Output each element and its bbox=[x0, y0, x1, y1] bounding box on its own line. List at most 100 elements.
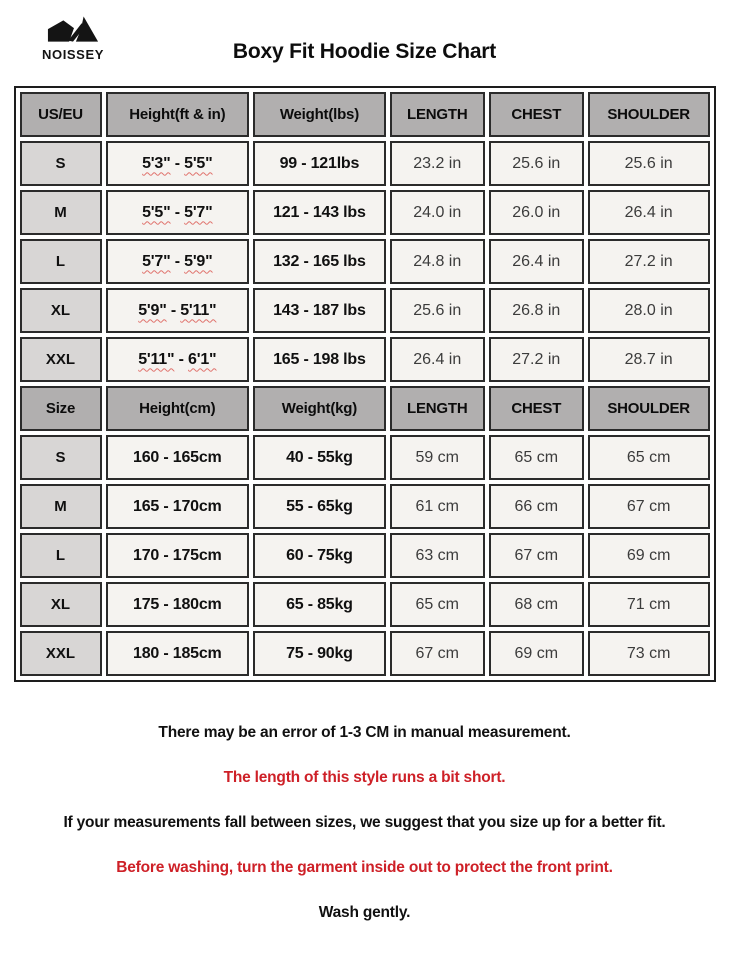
brand-name: NOISSEY bbox=[42, 47, 104, 62]
height-from: 5'7" bbox=[142, 252, 171, 270]
table-row-imperial-m: M 5'5" - 5'7" 121 - 143 lbs 24.0 in 26.0… bbox=[19, 190, 710, 235]
size-cell: M bbox=[19, 190, 102, 235]
weight-cell: 99 - 121lbs bbox=[253, 141, 386, 186]
shoulder-cell: 73 cm bbox=[587, 631, 710, 676]
header-cell-height-cm: Height(cm) bbox=[105, 386, 250, 431]
header-cell-length: LENGTH bbox=[389, 92, 485, 137]
size-cell: XXL bbox=[19, 631, 102, 676]
header-cell-length: LENGTH bbox=[389, 386, 485, 431]
brand-logo-icon bbox=[47, 16, 99, 42]
header-cell-weight-lbs: Weight(lbs) bbox=[253, 92, 386, 137]
header-cell-shoulder: SHOULDER bbox=[587, 92, 710, 137]
shoulder-cell: 71 cm bbox=[587, 582, 710, 627]
length-cell: 61 cm bbox=[389, 484, 485, 529]
table-header-metric: Size Height(cm) Weight(kg) LENGTH CHEST … bbox=[19, 386, 710, 431]
length-cell: 26.4 in bbox=[389, 337, 485, 382]
note-measurement-error: There may be an error of 1-3 CM in manua… bbox=[158, 724, 571, 741]
height-from: 5'11" bbox=[138, 350, 175, 368]
length-cell: 23.2 in bbox=[389, 141, 485, 186]
shoulder-cell: 27.2 in bbox=[587, 239, 710, 284]
height-to: 5'5" bbox=[184, 154, 213, 172]
chest-cell: 69 cm bbox=[488, 631, 584, 676]
height-cell: 5'9" - 5'11" bbox=[105, 288, 250, 333]
weight-cell: 165 - 198 lbs bbox=[253, 337, 386, 382]
length-cell: 25.6 in bbox=[389, 288, 485, 333]
shoulder-cell: 28.7 in bbox=[587, 337, 710, 382]
table-row-imperial-s: S 5'3" - 5'5" 99 - 121lbs 23.2 in 25.6 i… bbox=[19, 141, 710, 186]
weight-cell: 75 - 90kg bbox=[253, 631, 386, 676]
chest-cell: 26.8 in bbox=[488, 288, 584, 333]
length-cell: 63 cm bbox=[389, 533, 485, 578]
shoulder-cell: 67 cm bbox=[587, 484, 710, 529]
shoulder-cell: 65 cm bbox=[587, 435, 710, 480]
note-wash-gently: Wash gently. bbox=[318, 904, 411, 921]
height-to: 5'7" bbox=[184, 203, 213, 221]
chest-cell: 65 cm bbox=[488, 435, 584, 480]
chest-cell: 67 cm bbox=[488, 533, 584, 578]
height-from: 5'5" bbox=[142, 203, 171, 221]
height-cell: 5'7" - 5'9" bbox=[105, 239, 250, 284]
chest-cell: 66 cm bbox=[488, 484, 584, 529]
table-row-imperial-xl: XL 5'9" - 5'11" 143 - 187 lbs 25.6 in 26… bbox=[19, 288, 710, 333]
shoulder-cell: 69 cm bbox=[587, 533, 710, 578]
table-row-metric-xl: XL 175 - 180cm 65 - 85kg 65 cm 68 cm 71 … bbox=[19, 582, 710, 627]
header-cell-chest: CHEST bbox=[488, 386, 584, 431]
chest-cell: 26.4 in bbox=[488, 239, 584, 284]
length-cell: 59 cm bbox=[389, 435, 485, 480]
chest-cell: 68 cm bbox=[488, 582, 584, 627]
size-cell: L bbox=[19, 239, 102, 284]
weight-cell: 132 - 165 lbs bbox=[253, 239, 386, 284]
height-separator: - bbox=[174, 350, 189, 368]
brand-logo: NOISSEY bbox=[38, 16, 108, 62]
table-header-imperial: US/EU Height(ft & in) Weight(lbs) LENGTH… bbox=[19, 92, 710, 137]
length-cell: 24.0 in bbox=[389, 190, 485, 235]
table-row-imperial-l: L 5'7" - 5'9" 132 - 165 lbs 24.8 in 26.4… bbox=[19, 239, 710, 284]
header-cell-size: Size bbox=[19, 386, 102, 431]
length-cell: 24.8 in bbox=[389, 239, 485, 284]
header-cell-shoulder: SHOULDER bbox=[587, 386, 710, 431]
height-from: 5'3" bbox=[142, 154, 171, 172]
height-cell: 165 - 170cm bbox=[105, 484, 250, 529]
table-row-imperial-xxl: XXL 5'11" - 6'1" 165 - 198 lbs 26.4 in 2… bbox=[19, 337, 710, 382]
header-cell-us-eu: US/EU bbox=[19, 92, 102, 137]
note-washing-inside-out: Before washing, turn the garment inside … bbox=[116, 859, 613, 876]
height-cell: 5'5" - 5'7" bbox=[105, 190, 250, 235]
weight-cell: 65 - 85kg bbox=[253, 582, 386, 627]
height-separator: - bbox=[166, 301, 181, 319]
header-cell-weight-kg: Weight(kg) bbox=[253, 386, 386, 431]
table-row-metric-l: L 170 - 175cm 60 - 75kg 63 cm 67 cm 69 c… bbox=[19, 533, 710, 578]
care-notes: There may be an error of 1-3 CM in manua… bbox=[0, 724, 729, 922]
height-separator: - bbox=[170, 252, 185, 270]
height-to: 5'9" bbox=[184, 252, 213, 270]
weight-cell: 143 - 187 lbs bbox=[253, 288, 386, 333]
size-cell: XXL bbox=[19, 337, 102, 382]
height-cell: 175 - 180cm bbox=[105, 582, 250, 627]
height-from: 5'9" bbox=[138, 301, 167, 319]
height-cell: 160 - 165cm bbox=[105, 435, 250, 480]
weight-cell: 121 - 143 lbs bbox=[253, 190, 386, 235]
size-chart-table: US/EU Height(ft & in) Weight(lbs) LENGTH… bbox=[13, 86, 716, 682]
size-cell: S bbox=[19, 141, 102, 186]
length-cell: 65 cm bbox=[389, 582, 485, 627]
shoulder-cell: 28.0 in bbox=[587, 288, 710, 333]
page-header: NOISSEY Boxy Fit Hoodie Size Chart bbox=[0, 0, 729, 86]
height-cell: 170 - 175cm bbox=[105, 533, 250, 578]
height-separator: - bbox=[170, 203, 185, 221]
weight-cell: 60 - 75kg bbox=[253, 533, 386, 578]
height-to: 6'1" bbox=[188, 350, 217, 368]
header-cell-height-ft: Height(ft & in) bbox=[105, 92, 250, 137]
size-cell: M bbox=[19, 484, 102, 529]
chest-cell: 27.2 in bbox=[488, 337, 584, 382]
note-size-up: If your measurements fall between sizes,… bbox=[63, 814, 666, 831]
weight-cell: 40 - 55kg bbox=[253, 435, 386, 480]
shoulder-cell: 25.6 in bbox=[587, 141, 710, 186]
chest-cell: 25.6 in bbox=[488, 141, 584, 186]
page-title: Boxy Fit Hoodie Size Chart bbox=[232, 40, 497, 63]
table-row-metric-s: S 160 - 165cm 40 - 55kg 59 cm 65 cm 65 c… bbox=[19, 435, 710, 480]
height-to: 5'11" bbox=[180, 301, 217, 319]
note-runs-short: The length of this style runs a bit shor… bbox=[223, 769, 506, 786]
size-cell: XL bbox=[19, 582, 102, 627]
size-cell: S bbox=[19, 435, 102, 480]
table-row-metric-m: M 165 - 170cm 55 - 65kg 61 cm 66 cm 67 c… bbox=[19, 484, 710, 529]
